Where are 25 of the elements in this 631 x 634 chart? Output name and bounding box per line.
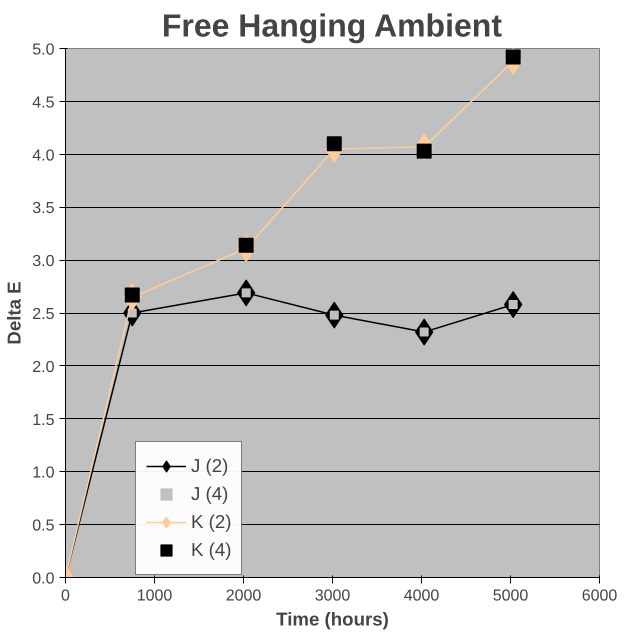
y-tick-label: 1.5 [32,412,55,429]
legend-label: J (4) [191,483,228,505]
x-tick-label: 3000 [314,588,350,604]
x-tick-label: 5000 [492,588,528,604]
y-axis-title: Delta E [3,281,24,345]
legend-label: K (2) [191,511,232,533]
y-tick-label: 5.0 [32,42,55,58]
legend-label: J (2) [191,455,228,477]
x-axis-title: Time (hours) [276,608,389,630]
y-tick-label: 0.5 [32,518,55,535]
x-tick-label: 6000 [582,588,618,604]
y-tick-label: 4.0 [32,147,55,164]
chart-title: Free Hanging Ambient [162,8,502,44]
y-tick-label: 2.5 [32,306,55,323]
y-tick-label: 1.0 [32,464,55,482]
y-tick-label: 2.0 [32,358,55,376]
y-tick-label: 3.0 [32,253,55,270]
y-tick-label: 3.5 [32,200,55,218]
x-tick-label: 1000 [136,588,172,604]
x-tick-label: 0 [61,588,70,604]
x-tick-label: 2000 [226,588,262,604]
x-tick-label: 4000 [404,588,440,604]
legend-label: K (4) [191,539,232,561]
y-tick-label: 4.5 [32,94,55,112]
y-tick-label: 0.0 [32,570,55,588]
